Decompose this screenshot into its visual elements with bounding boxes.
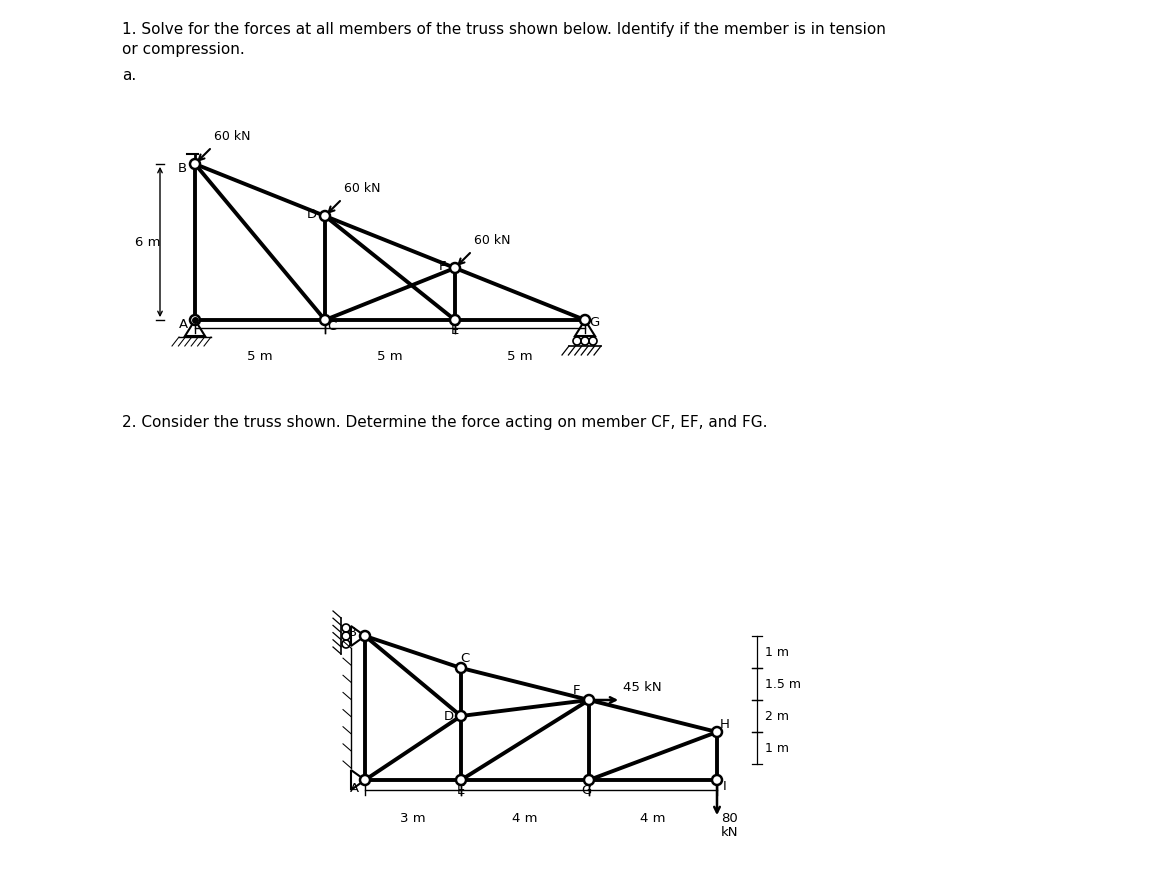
Text: A: A <box>178 318 187 331</box>
Text: 4 m: 4 m <box>640 812 666 825</box>
Text: 3 m: 3 m <box>400 812 426 825</box>
Text: B: B <box>177 162 186 175</box>
Circle shape <box>584 695 594 705</box>
Circle shape <box>360 775 370 785</box>
Text: C: C <box>327 320 336 333</box>
Circle shape <box>456 711 466 721</box>
Text: F: F <box>439 259 446 272</box>
Text: C: C <box>461 652 469 665</box>
Text: 5 m: 5 m <box>377 350 403 363</box>
Circle shape <box>360 631 370 641</box>
Circle shape <box>320 211 331 221</box>
Text: H: H <box>721 718 730 732</box>
Circle shape <box>450 315 460 325</box>
Text: B: B <box>347 627 356 640</box>
Text: 2 m: 2 m <box>765 710 789 723</box>
Circle shape <box>712 775 722 785</box>
Circle shape <box>320 315 331 325</box>
Text: D: D <box>307 209 317 222</box>
Text: G: G <box>581 783 591 796</box>
Text: 60 kN: 60 kN <box>345 182 381 195</box>
Text: 5 m: 5 m <box>247 350 272 363</box>
Text: kN: kN <box>721 826 738 838</box>
Text: or compression.: or compression. <box>122 42 244 57</box>
Text: 1 m: 1 m <box>765 645 789 658</box>
Circle shape <box>712 727 722 737</box>
Text: 45 kN: 45 kN <box>623 681 661 694</box>
Text: 60 kN: 60 kN <box>474 234 511 247</box>
Circle shape <box>456 663 466 673</box>
Text: 80: 80 <box>721 812 738 824</box>
Text: 1. Solve for the forces at all members of the truss shown below. Identify if the: 1. Solve for the forces at all members o… <box>122 22 886 37</box>
Text: A: A <box>349 781 359 794</box>
Text: I: I <box>723 780 726 794</box>
Text: F: F <box>573 684 580 698</box>
Text: 6 m: 6 m <box>135 236 161 249</box>
Text: 5 m: 5 m <box>508 350 533 363</box>
Text: 60 kN: 60 kN <box>214 130 250 143</box>
Text: 2. Consider the truss shown. Determine the force acting on member CF, EF, and FG: 2. Consider the truss shown. Determine t… <box>122 415 767 430</box>
Circle shape <box>450 263 460 273</box>
Text: E: E <box>457 783 466 796</box>
Circle shape <box>456 775 466 785</box>
Circle shape <box>190 315 200 325</box>
Circle shape <box>580 315 590 325</box>
Text: 4 m: 4 m <box>512 812 538 825</box>
Circle shape <box>190 159 200 169</box>
Text: D: D <box>443 710 454 723</box>
Text: 1 m: 1 m <box>765 741 789 754</box>
Text: E: E <box>450 324 459 336</box>
Circle shape <box>584 775 594 785</box>
Text: a.: a. <box>122 68 136 83</box>
Text: 1.5 m: 1.5 m <box>765 677 801 691</box>
Text: G: G <box>589 315 599 328</box>
